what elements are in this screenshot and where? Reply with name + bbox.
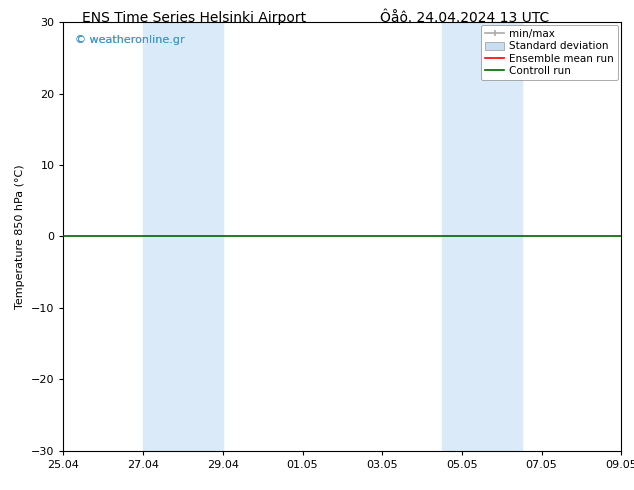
Legend: min/max, Standard deviation, Ensemble mean run, Controll run: min/max, Standard deviation, Ensemble me… [481, 25, 618, 80]
Text: Ôåô. 24.04.2024 13 UTC: Ôåô. 24.04.2024 13 UTC [380, 11, 550, 25]
Bar [442, 22, 522, 451]
Text: ENS Time Series Helsinki Airport: ENS Time Series Helsinki Airport [82, 11, 307, 25]
Y-axis label: Temperature 850 hPa (°C): Temperature 850 hPa (°C) [15, 164, 25, 309]
Bar [143, 22, 223, 451]
Text: © weatheronline.gr: © weatheronline.gr [75, 35, 184, 45]
Text: © weatheronline.gr: © weatheronline.gr [75, 35, 184, 45]
